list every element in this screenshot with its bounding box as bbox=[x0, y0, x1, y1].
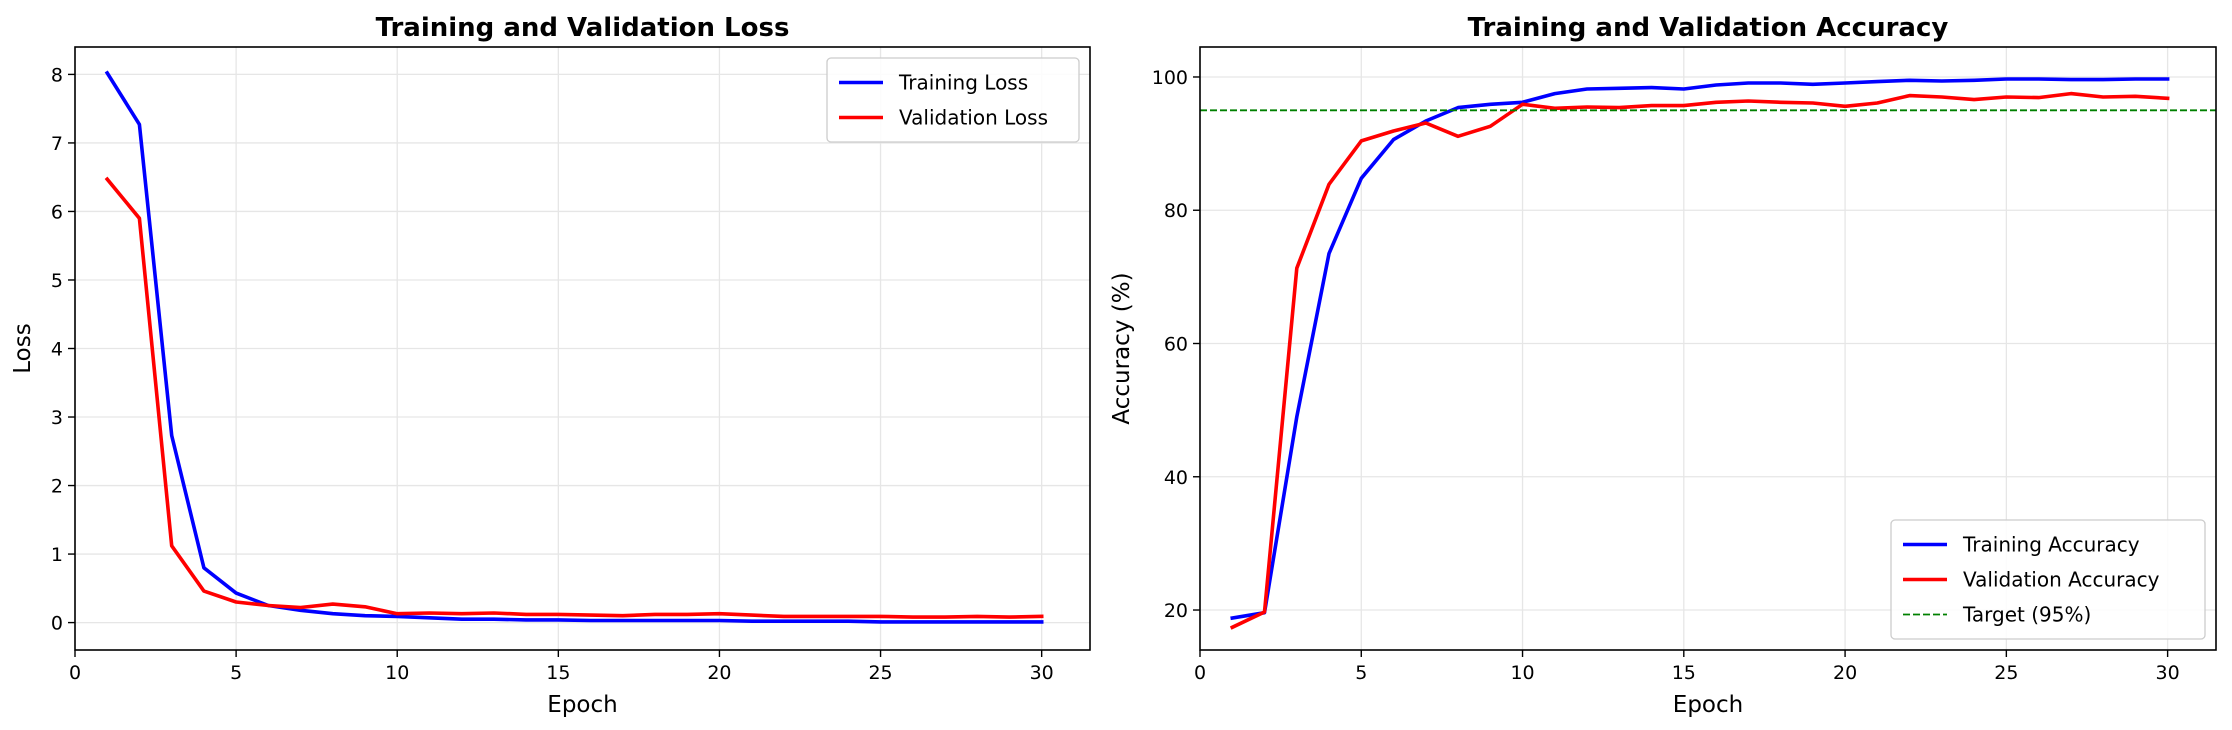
series-line-validation-loss bbox=[104, 176, 1044, 619]
legend-label: Validation Loss bbox=[899, 106, 1048, 130]
legend-label: Training Loss bbox=[898, 71, 1028, 95]
x-tick-label: 5 bbox=[1355, 662, 1367, 684]
y-tick-label: 5 bbox=[51, 270, 63, 292]
x-tick-label: 20 bbox=[707, 662, 731, 684]
y-axis-label: Loss bbox=[10, 323, 36, 373]
y-tick-label: 40 bbox=[1164, 467, 1188, 489]
y-tick-label: 4 bbox=[51, 339, 63, 361]
x-axis-label: Epoch bbox=[547, 692, 617, 718]
series-line-validation-accuracy bbox=[1229, 91, 2170, 630]
legend-box bbox=[1890, 519, 2206, 640]
legend: Training Accuracy Validation Accuracy Targ… bbox=[1890, 519, 2206, 640]
y-tick-label: 2 bbox=[51, 476, 63, 498]
chart-title: Training and Validation Loss bbox=[376, 13, 790, 43]
y-tick-label: 3 bbox=[51, 407, 63, 429]
x-tick-label: 25 bbox=[868, 662, 892, 684]
series-line-training-loss bbox=[104, 70, 1044, 624]
x-tick-label: 10 bbox=[385, 662, 409, 684]
y-tick-label: 8 bbox=[51, 64, 63, 86]
chart-panel-accuracy: 0 5 10 15 20 25 30 20 40 60 80 100 Training and Vali… bbox=[1109, 13, 2217, 718]
y-tick-label: 20 bbox=[1164, 600, 1188, 622]
x-tick-label: 30 bbox=[1030, 662, 1054, 684]
x-tick-label: 10 bbox=[1510, 662, 1534, 684]
y-tick-label: 0 bbox=[51, 613, 63, 635]
series-line-training-accuracy bbox=[1230, 77, 2170, 621]
y-axis-label: Accuracy (%) bbox=[1109, 272, 1135, 424]
y-tick-label: 80 bbox=[1164, 200, 1188, 222]
y-tick-label: 7 bbox=[51, 133, 63, 155]
x-tick-label: 0 bbox=[69, 662, 81, 684]
legend-label: Target (95%) bbox=[1962, 603, 2091, 627]
plot-frame bbox=[1199, 46, 2217, 651]
y-tick-label: 100 bbox=[1152, 67, 1188, 89]
x-tick-label: 0 bbox=[1194, 662, 1206, 684]
y-tick-label: 6 bbox=[51, 201, 63, 223]
x-tick-label: 30 bbox=[2156, 662, 2180, 684]
y-tick-label: 1 bbox=[51, 544, 63, 566]
x-tick-label: 5 bbox=[230, 662, 242, 684]
legend: Training Loss Validation Loss bbox=[826, 57, 1080, 143]
x-tick-label: 20 bbox=[1833, 662, 1857, 684]
y-tick-label: 60 bbox=[1164, 334, 1188, 356]
x-tick-label: 25 bbox=[1994, 662, 2018, 684]
x-tick-label: 15 bbox=[1672, 662, 1696, 684]
legend-box bbox=[826, 57, 1080, 143]
x-axis-label: Epoch bbox=[1673, 692, 1743, 718]
chart-title: Training and Validation Accuracy bbox=[1468, 13, 1949, 43]
legend-label: Validation Accuracy bbox=[1963, 568, 2160, 592]
chart-panel-loss: 0 5 10 15 20 25 30 0 1 2 3 4 5 6 7 8 Training and Valida… bbox=[10, 13, 1091, 718]
x-tick-label: 15 bbox=[546, 662, 570, 684]
legend-label: Training Accuracy bbox=[1962, 533, 2140, 557]
